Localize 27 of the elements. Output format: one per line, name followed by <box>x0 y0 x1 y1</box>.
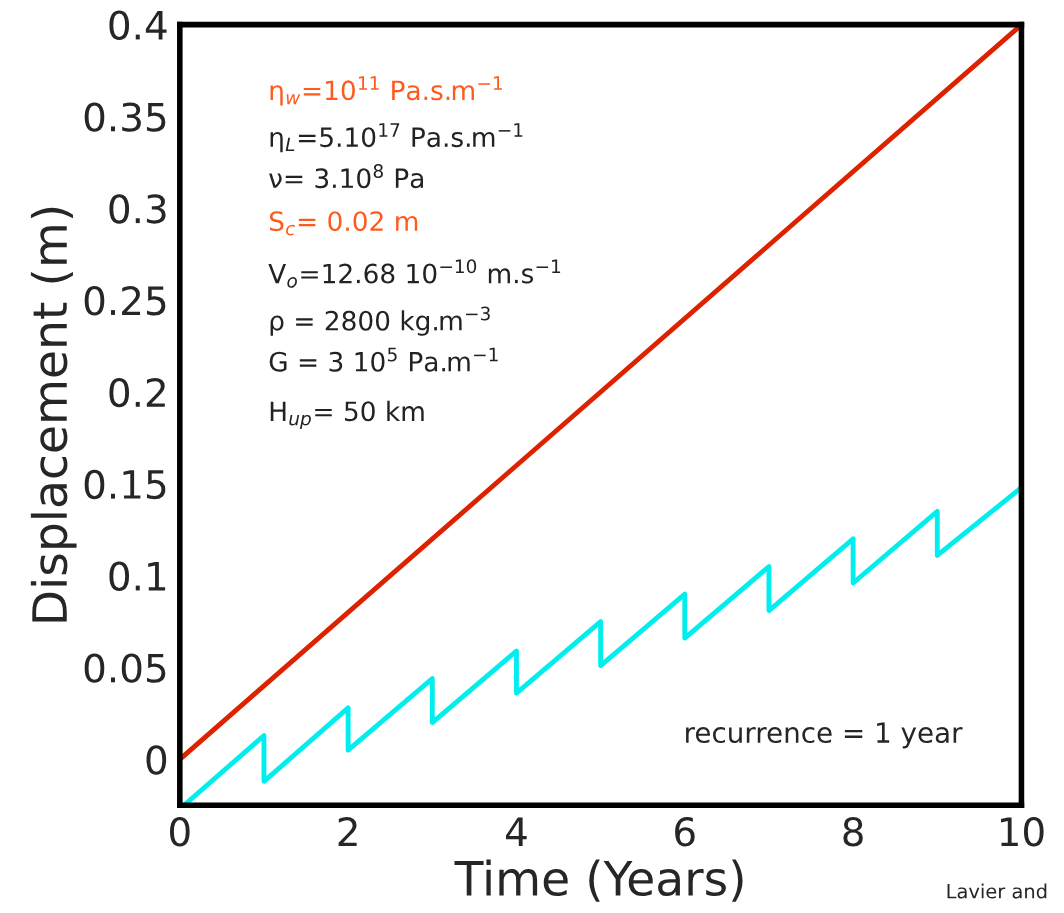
x-tick-label: 4 <box>506 817 527 846</box>
x-tick-label: 0 <box>170 817 190 847</box>
annotation: ν= 3.10$^{8}$ Pa <box>269 164 423 189</box>
y-axis-title: Displacement (m) <box>30 207 77 622</box>
annotation: S$_{c}$= 0.02 m <box>269 211 418 236</box>
y-tick-label: 0.35 <box>84 102 166 132</box>
annotation: H$_{up}$= 50 km <box>270 400 424 430</box>
x-tick-label: 6 <box>675 817 695 847</box>
x-tick-label: 8 <box>843 817 863 847</box>
x-tick-label: 2 <box>338 817 357 846</box>
y-tick-label: 0.25 <box>84 286 166 316</box>
y-tick-label: 0.3 <box>109 194 166 224</box>
y-tick-label: 0.4 <box>109 10 167 40</box>
text: Lavier and <box>947 883 1047 899</box>
annotation: η$_{L}$=5.10$^{17}$ Pa.s.m$^{−1}$ <box>270 123 523 153</box>
annotation: V$_{o}$=12.68 10$^{−10}$ m.s$^{−1}$ <box>268 259 561 288</box>
y-tick-label: 0.2 <box>109 377 165 408</box>
annotation: G = 3 10$^{5}$ Pa.m$^{−1}$ <box>269 347 498 372</box>
y-tick-label: 0 <box>146 745 167 775</box>
annotation: η$_{w}$=10$^{11}$ Pa.s.m$^{−1}$ <box>270 76 502 106</box>
annotation: ρ = 2800 kg.m$^{−3}$ <box>270 306 490 336</box>
x-tick-label: 10 <box>1000 817 1044 847</box>
annotation: recurrence = 1 year <box>686 722 963 749</box>
y-tick-label: 0.05 <box>84 653 166 683</box>
y-tick-label: 0.1 <box>109 561 166 591</box>
x-axis-title: Time (Years) <box>454 859 743 902</box>
y-tick-label: 0.15 <box>84 469 166 500</box>
